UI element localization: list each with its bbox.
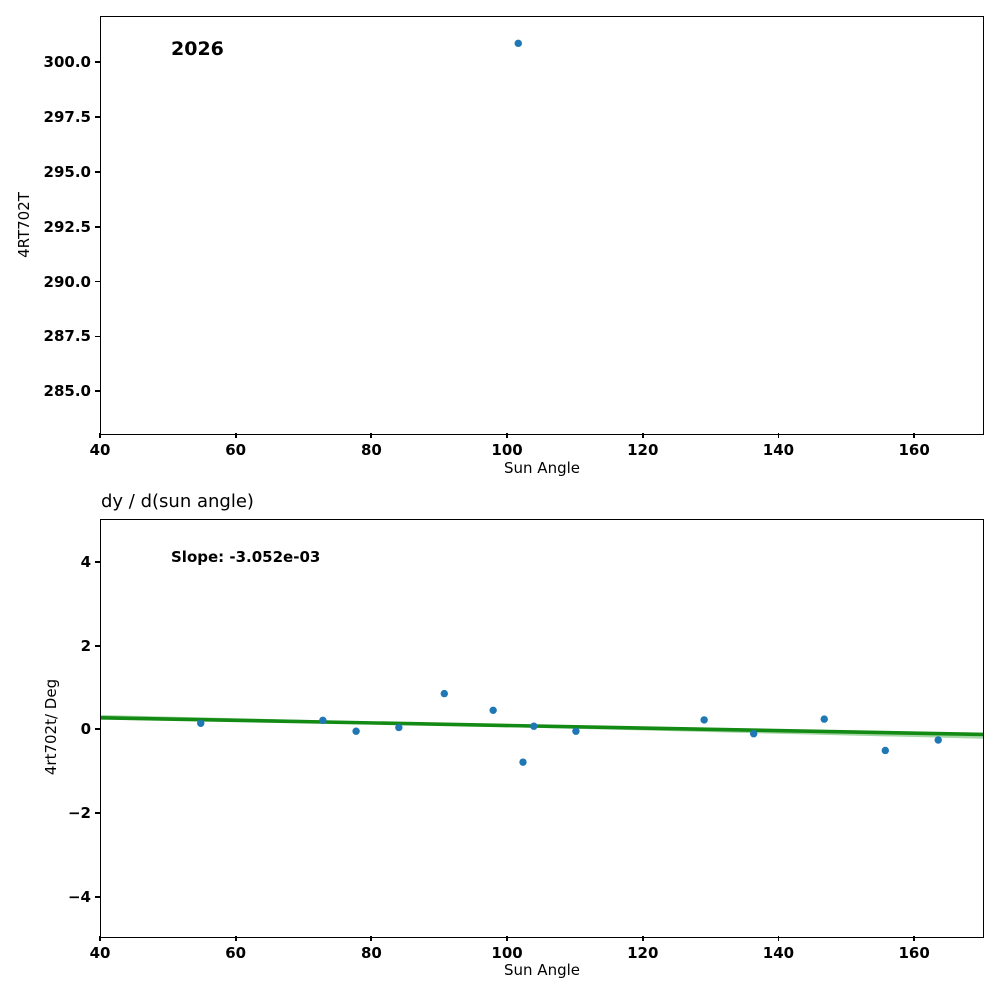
fit-line: [101, 716, 983, 737]
x-tick-label: 100: [491, 441, 523, 459]
x-tick-mark: [99, 936, 101, 941]
x-tick-mark: [370, 936, 373, 941]
x-tick-mark: [777, 433, 780, 438]
scatter-point: [881, 746, 890, 755]
scatter-point: [395, 723, 403, 732]
scatter-point: [319, 716, 327, 725]
y-tick-mark: [95, 728, 100, 731]
bottom-chart-xlabel: Sun Angle: [504, 961, 580, 979]
y-tick-label: −4: [67, 887, 91, 906]
x-tick-label: 40: [89, 441, 111, 459]
y-tick-mark: [95, 335, 100, 338]
y-tick-label: 297.5: [43, 107, 91, 126]
bottom-chart-canvas: [101, 689, 983, 766]
x-tick-label: 40: [89, 944, 111, 962]
x-tick-mark: [506, 936, 508, 941]
scatter-point: [514, 39, 522, 48]
x-tick-label: 60: [225, 441, 247, 459]
scatter-point: [700, 716, 708, 724]
x-tick-label: 100: [491, 944, 523, 962]
x-tick-mark: [506, 433, 508, 438]
y-tick-label: 0: [80, 720, 91, 739]
x-tick-label: 140: [762, 944, 795, 962]
x-tick-mark: [370, 433, 373, 438]
scatter-point: [440, 689, 449, 698]
y-tick-mark: [95, 170, 100, 173]
x-tick-mark: [777, 936, 780, 941]
x-tick-label: 160: [898, 944, 930, 962]
x-tick-mark: [641, 433, 644, 438]
scatter-point: [572, 727, 580, 735]
x-tick-label: 80: [360, 441, 382, 459]
top-chart-canvas: [514, 39, 522, 48]
x-tick-label: 160: [898, 441, 930, 459]
y-tick-label: 2: [80, 636, 91, 655]
y-tick-mark: [95, 61, 100, 63]
y-tick-label: 295.0: [43, 162, 91, 181]
x-tick-mark: [99, 433, 101, 438]
bottom-chart-plot-area: Slope: -3.052e-03: [100, 519, 984, 938]
y-tick-mark: [95, 280, 100, 283]
scatter-point: [934, 736, 942, 744]
x-tick-label: 60: [225, 944, 247, 962]
y-tick-mark: [95, 644, 100, 647]
scatter-point: [197, 719, 205, 727]
x-tick-label: 120: [627, 944, 659, 962]
x-tick-label: 140: [762, 441, 795, 459]
top-chart-plot-area: 2026: [100, 16, 984, 435]
scatter-point: [530, 722, 538, 730]
x-tick-mark: [913, 936, 916, 941]
year-annotation: 2026: [171, 38, 224, 60]
x-tick-mark: [913, 433, 916, 438]
y-tick-label: 300.0: [43, 53, 91, 72]
y-tick-label: 292.5: [43, 217, 91, 236]
scatter-point: [352, 727, 360, 735]
y-tick-mark: [95, 895, 100, 898]
scatter-point: [489, 706, 497, 715]
y-tick-label: 287.5: [43, 327, 91, 346]
x-tick-label: 80: [360, 944, 382, 962]
x-tick-label: 120: [627, 441, 659, 459]
scatter-point: [519, 758, 527, 766]
y-tick-label: 285.0: [43, 382, 91, 401]
x-tick-mark: [641, 936, 644, 941]
slope-annotation: Slope: -3.052e-03: [171, 548, 321, 566]
y-tick-label: −2: [67, 804, 91, 823]
scatter-point: [749, 730, 758, 738]
bottom-chart-title: dy / d(sun angle): [101, 491, 254, 512]
top-chart-xlabel: Sun Angle: [504, 459, 580, 477]
y-tick-mark: [95, 225, 100, 228]
y-tick-mark: [95, 390, 100, 393]
x-tick-mark: [234, 433, 237, 438]
scatter-point: [820, 715, 828, 723]
x-tick-mark: [234, 936, 237, 941]
y-tick-mark: [95, 561, 100, 563]
y-tick-label: 4: [80, 553, 91, 572]
y-tick-label: 290.0: [43, 272, 91, 291]
y-tick-mark: [95, 812, 100, 814]
y-tick-mark: [95, 116, 100, 118]
